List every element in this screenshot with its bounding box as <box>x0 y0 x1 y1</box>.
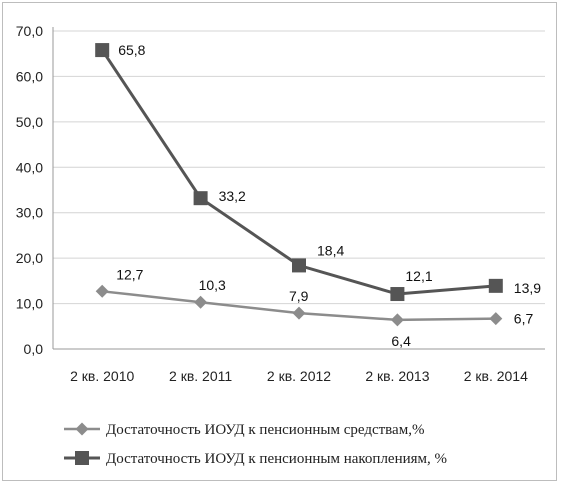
data-label: 13,9 <box>514 280 541 296</box>
data-label: 65,8 <box>118 42 145 58</box>
data-point <box>489 312 503 326</box>
data-label: 6,4 <box>391 333 411 349</box>
data-point <box>292 258 306 273</box>
legend-entry-2: Достаточность ИОУД к пенсионным накоплен… <box>64 451 447 467</box>
axes <box>52 27 545 350</box>
x-tick-label: 2 кв. 2014 <box>464 368 528 384</box>
data-label: 6,7 <box>514 311 534 327</box>
series-group <box>95 43 503 327</box>
data-label: 12,1 <box>405 268 432 284</box>
data-point <box>194 295 208 309</box>
data-point <box>193 191 208 206</box>
data-label: 33,2 <box>219 188 246 204</box>
series-2 <box>95 43 503 302</box>
y-tick-label: 10,0 <box>16 296 43 312</box>
y-tick-label: 50,0 <box>16 114 43 130</box>
gridlines <box>53 30 545 305</box>
x-tick-label: 2 кв. 2011 <box>169 368 232 384</box>
chart-frame <box>2 2 557 481</box>
x-tick-label: 2 кв. 2013 <box>365 368 429 384</box>
x-tick-label: 2 кв. 2010 <box>70 368 134 384</box>
data-label: 18,4 <box>317 242 344 258</box>
data-point <box>488 278 503 293</box>
legend-marker <box>75 451 89 465</box>
series-1 <box>95 284 503 327</box>
data-labels: 12,7 10,3 7,9 6,4 6,7 65,8 33,2 18,4 12,1 13,9 <box>116 42 541 349</box>
data-point <box>390 313 404 327</box>
y-tick-label: 30,0 <box>16 205 43 221</box>
x-tick-label: 2 кв. 2012 <box>267 368 331 384</box>
y-tick-label: 40,0 <box>16 159 43 175</box>
y-tick-label: 0,0 <box>24 341 44 357</box>
data-label: 7,9 <box>289 288 309 304</box>
data-point <box>292 306 306 320</box>
data-point <box>95 284 109 298</box>
legend-entry-1: Достаточность ИОУД к пенсионным средства… <box>64 422 424 438</box>
legend-label: Достаточность ИОУД к пенсионным накоплен… <box>106 451 447 467</box>
y-tick-label: 60,0 <box>16 68 43 84</box>
data-label: 10,3 <box>199 277 226 293</box>
y-tick-label: 70,0 <box>16 23 43 39</box>
legend-label: Достаточность ИОУД к пенсионным средства… <box>106 422 424 438</box>
y-tick-label: 20,0 <box>16 250 43 266</box>
data-label: 12,7 <box>116 266 143 282</box>
legend: Достаточность ИОУД к пенсионным средства… <box>64 422 447 467</box>
legend-marker <box>75 422 89 436</box>
series-line <box>100 49 496 296</box>
data-point <box>95 43 110 58</box>
y-axis-ticks: 0,0 10,0 20,0 30,0 40,0 50,0 60,0 70,0 <box>16 23 43 357</box>
x-axis-ticks: 2 кв. 2010 2 кв. 2011 2 кв. 2012 2 кв. 2013… <box>70 368 528 384</box>
data-point <box>390 287 405 302</box>
